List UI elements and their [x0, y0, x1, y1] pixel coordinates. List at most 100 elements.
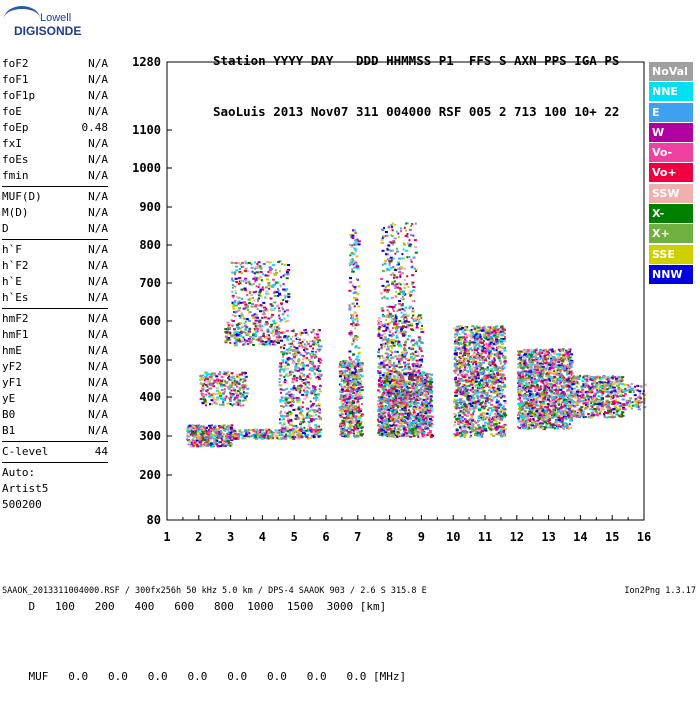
echo-point: [395, 404, 399, 407]
param-separator: [2, 239, 108, 240]
echo-point: [224, 385, 227, 388]
echo-point: [420, 317, 423, 319]
echo-point: [395, 435, 398, 438]
param-value: N/A: [88, 153, 108, 166]
echo-point: [234, 332, 237, 334]
echo-point: [353, 318, 356, 321]
echo-point: [304, 350, 307, 353]
echo-point: [380, 417, 383, 420]
echo-point: [395, 433, 399, 436]
echo-point: [298, 332, 302, 335]
echo-point: [193, 441, 196, 444]
echo-point: [349, 417, 353, 420]
echo-point: [429, 435, 433, 438]
echo-point: [466, 363, 469, 366]
echo-point: [495, 379, 499, 382]
echo-point: [309, 420, 313, 423]
echo-point: [359, 369, 362, 372]
echo-point: [412, 379, 416, 381]
echo-point: [269, 435, 272, 437]
echo-point: [258, 297, 260, 300]
echo-point: [378, 433, 381, 436]
echo-point: [275, 339, 278, 342]
echo-point: [406, 233, 409, 235]
echo-point: [417, 424, 420, 427]
echo-point: [317, 399, 320, 402]
echo-point: [454, 372, 457, 375]
echo-point: [306, 434, 310, 436]
echo-point: [297, 435, 300, 438]
echo-point: [421, 431, 424, 434]
echo-point: [388, 366, 391, 369]
echo-point: [393, 405, 396, 408]
echo-point: [291, 435, 294, 438]
echo-point: [403, 409, 406, 412]
echo-point: [469, 368, 472, 371]
echo-point: [467, 384, 471, 387]
echo-point: [387, 244, 390, 247]
echo-point: [344, 434, 347, 437]
echo-point: [426, 418, 429, 421]
echo-point: [414, 354, 416, 356]
echo-point: [385, 280, 389, 283]
echo-point: [208, 392, 211, 395]
echo-point: [199, 445, 202, 448]
echo-point: [418, 339, 421, 342]
echo-point: [413, 396, 416, 399]
echo-point: [482, 381, 485, 384]
echo-point: [278, 378, 281, 380]
echo-point: [357, 387, 361, 390]
echo-point: [260, 280, 263, 283]
echo-point: [419, 377, 423, 380]
echo-point: [396, 263, 399, 266]
echo-point: [285, 437, 288, 440]
echo-point: [380, 361, 384, 364]
echo-point: [278, 293, 281, 296]
echo-point: [349, 421, 352, 424]
echo-point: [300, 410, 304, 413]
echo-point: [288, 432, 291, 435]
echo-point: [377, 408, 381, 411]
echo-point: [349, 330, 353, 333]
echo-point: [377, 327, 381, 330]
echo-point: [277, 337, 280, 340]
echo-point: [229, 327, 232, 330]
echo-point: [395, 392, 398, 395]
echo-point: [385, 356, 389, 359]
echo-point: [348, 393, 351, 396]
echo-point: [395, 372, 399, 375]
echo-point: [244, 328, 247, 331]
echo-point: [351, 400, 355, 403]
echo-point: [228, 397, 231, 400]
echo-point: [353, 434, 356, 437]
echo-point: [252, 343, 255, 346]
echo-point: [268, 336, 271, 339]
echo-point: [402, 424, 405, 427]
echo-point: [239, 263, 242, 266]
echo-point: [310, 405, 313, 408]
echo-point: [349, 259, 352, 262]
echo-point: [420, 364, 422, 367]
echo-point: [217, 432, 220, 435]
echo-point: [394, 267, 396, 270]
echo-point: [277, 331, 280, 334]
echo-point: [353, 375, 356, 378]
echo-point: [255, 428, 259, 431]
echo-point: [299, 353, 303, 356]
echo-point: [226, 337, 229, 340]
echo-point: [402, 401, 406, 404]
echo-point: [419, 390, 422, 393]
echo-point: [243, 338, 246, 341]
echo-point: [237, 309, 241, 312]
echo-point: [207, 429, 210, 431]
echo-point: [396, 413, 400, 416]
echo-point: [341, 364, 345, 367]
echo-point: [381, 410, 385, 413]
echo-point: [389, 418, 392, 421]
echo-point: [389, 370, 393, 373]
echo-point: [346, 366, 349, 369]
echo-point: [286, 314, 289, 317]
echo-point: [390, 401, 392, 404]
echo-point: [311, 389, 314, 392]
echo-point: [266, 434, 270, 437]
